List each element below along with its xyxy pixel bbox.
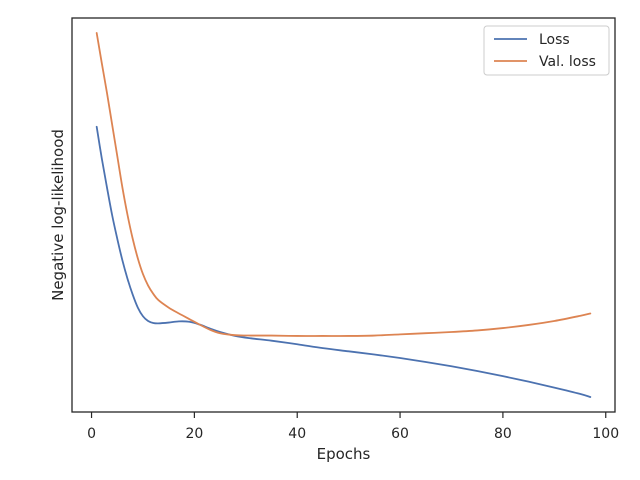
x-tick-label: 20: [185, 426, 203, 442]
x-tick-label: 80: [494, 426, 512, 442]
x-tick-label: 0: [87, 426, 96, 442]
series-line-1: [95, 32, 592, 337]
x-axis-label: Epochs: [317, 445, 371, 463]
legend-label-val-loss: Val. loss: [539, 54, 596, 70]
legend-label-loss: Loss: [539, 32, 570, 48]
x-tick-label: 60: [391, 426, 409, 442]
y-axis-label: Negative log-likelihood: [49, 129, 67, 301]
x-tick-label: 100: [592, 426, 619, 442]
x-tick-label: 40: [288, 426, 306, 442]
series-layer: [95, 32, 592, 398]
series-line-0: [95, 125, 592, 398]
plot-area: [71, 17, 616, 413]
x-axis-ticks: 0 20 40 60 80 100: [87, 412, 619, 442]
axes-frame: [71, 17, 616, 413]
legend: Loss Val. loss: [483, 25, 610, 76]
